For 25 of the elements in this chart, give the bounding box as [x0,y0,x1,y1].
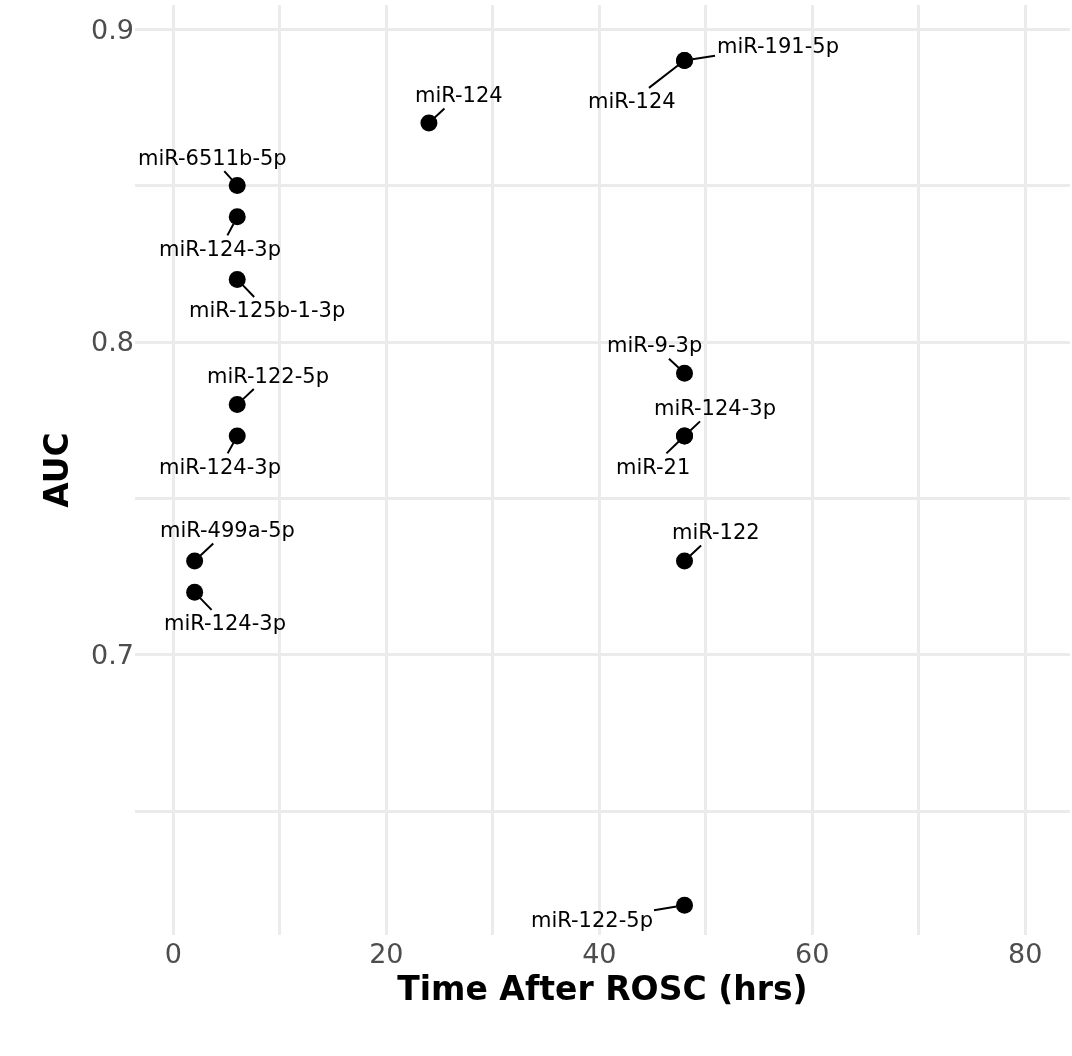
y-axis-title: AUC [37,432,76,508]
y-tick-label: 0.7 [91,639,134,671]
y-tick-label: 0.8 [91,326,134,358]
annotation: miR-124-3p [654,396,776,420]
x-tick-label: 80 [1008,938,1043,969]
annotation: miR-9-3p [607,333,703,357]
annotation: miR-124-3p [164,611,286,635]
annotation: miR-122-5p [207,364,329,388]
annotation: miR-122 [672,520,760,544]
annotation: miR-124-3p [159,237,281,261]
annotation: miR-124 [588,89,676,113]
annotation: miR-124-3p [159,455,281,479]
annotation: miR-122-5p [531,908,653,932]
y-tick-label: 0.9 [91,13,134,45]
annotation: miR-499a-5p [160,518,295,542]
annotation: miR-21 [616,455,691,479]
x-tick-label: 0 [164,938,182,969]
annotation: miR-124 [415,83,503,107]
x-tick-label: 20 [369,938,404,969]
x-tick-label: 40 [582,938,617,969]
annotation: miR-125b-1-3p [189,298,346,322]
x-tick-label: 60 [795,938,830,969]
annotation: miR-6511b-5p [138,146,287,170]
annotation: miR-191-5p [717,34,839,58]
x-axis-title: Time After ROSC (hrs) [397,969,808,1008]
